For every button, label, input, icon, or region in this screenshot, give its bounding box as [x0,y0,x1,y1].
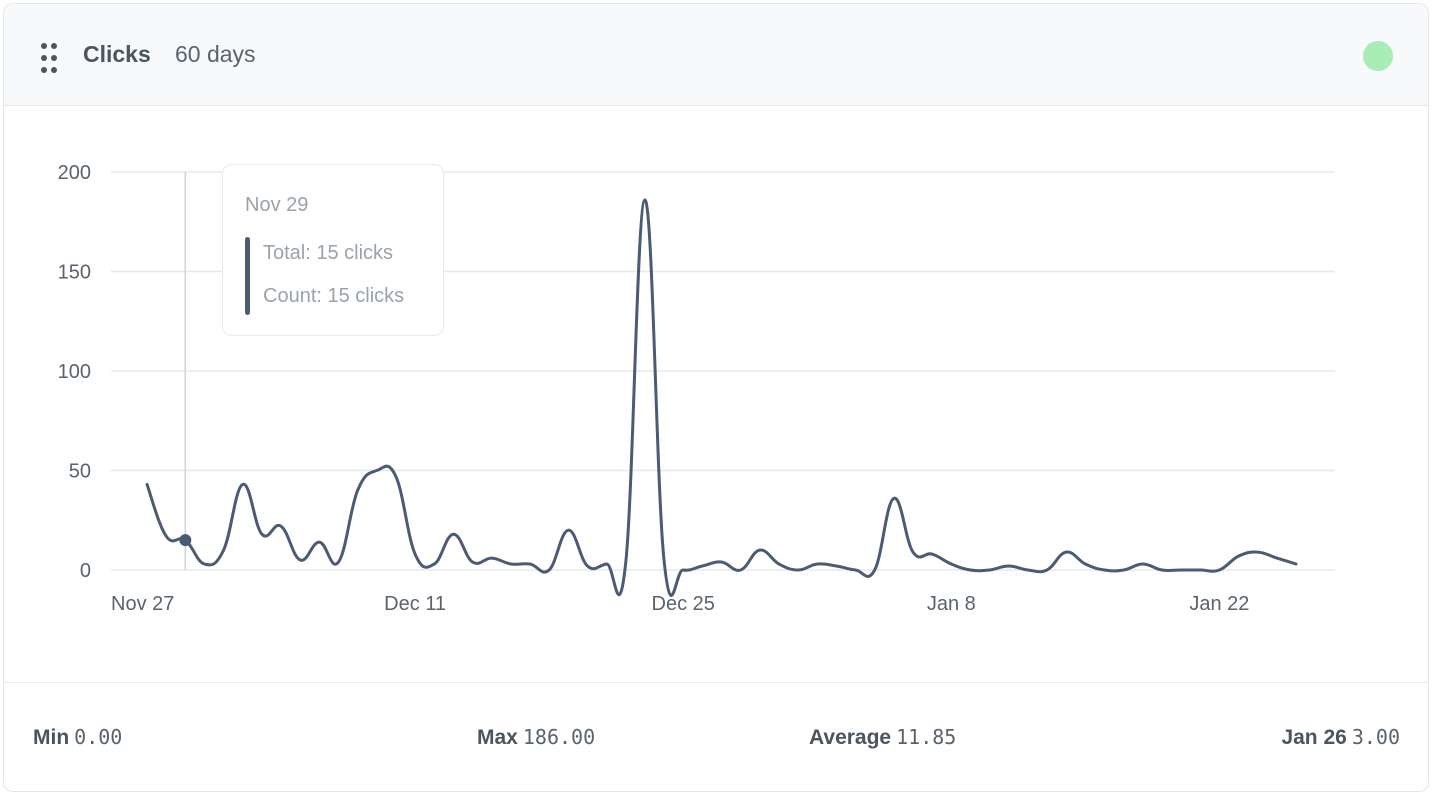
stats-footer: Min 0.00 Max 186.00 Average 11.85 Jan 26 3.0… [4,682,1428,791]
stat-average-label: Average [809,726,892,749]
card-title: Clicks [83,41,151,67]
x-tick-label: Dec 25 [652,593,715,615]
stat-min-label: Min [33,726,70,749]
stat-average: Average 11.85 [809,725,956,750]
card-header: Clicks 60 days [4,4,1428,106]
drag-handle-icon[interactable] [40,42,60,76]
chart-tooltip: Nov 29 Total: 15 clicks Count: 15 clicks [222,164,444,336]
y-tick-label: 100 [58,361,91,383]
x-tick-label: Nov 27 [111,593,174,615]
status-indicator [1363,41,1393,71]
series-line[interactable] [145,198,1298,597]
y-tick-label: 150 [58,262,91,284]
stat-max-value: 186.00 [522,725,596,749]
stat-min: Min 0.00 [33,725,122,750]
x-tick-label: Jan 8 [927,593,976,615]
tooltip-total: Total: 15 clicks [263,242,394,264]
stat-max: Max 186.00 [477,725,595,750]
tooltip-date: Nov 29 [245,194,309,216]
stat-latest: Jan 26 3.00 [1281,725,1400,750]
card-subtitle: 60 days [175,41,256,67]
stat-latest-value: 3.00 [1351,725,1400,749]
y-tick-label: 0 [80,560,91,582]
stat-average-value: 11.85 [896,725,957,749]
stat-max-label: Max [477,726,518,749]
x-tick-label: Dec 11 [384,593,446,615]
tooltip-count: Count: 15 clicks [263,285,405,307]
stat-min-value: 0.00 [74,725,123,749]
x-tick-label: Jan 22 [1189,593,1249,615]
clicks-line-chart[interactable]: 0 50 100 150 200 Nov 27 Dec 11 Dec 25 Jan 8 Jan 2… [4,4,1428,684]
stat-latest-label: Jan 26 [1281,726,1347,749]
tooltip-series-marker [245,237,250,315]
highlight-point[interactable] [179,534,192,547]
clicks-card: Clicks 60 days 0 50 100 150 200 Nov 27 Dec 11 D… [3,3,1429,792]
y-tick-label: 200 [58,162,91,184]
y-tick-label: 50 [69,461,91,483]
